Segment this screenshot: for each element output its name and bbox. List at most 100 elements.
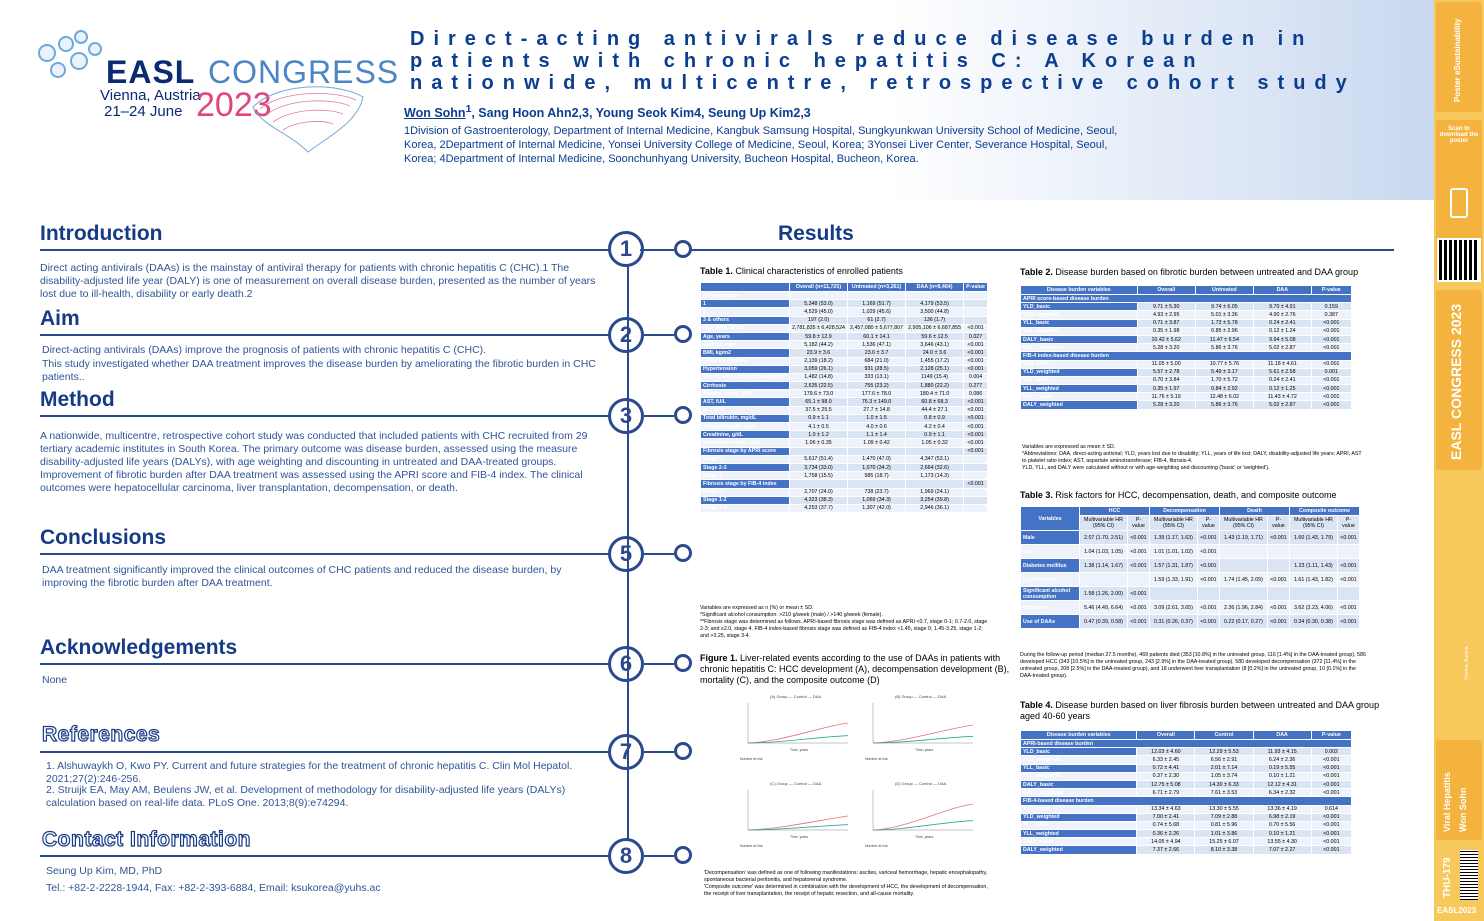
- table-row: Significant alcohol consumption* 1,482 (1…: [700, 372, 988, 383]
- table-cell: <0.001: [963, 430, 988, 440]
- note-line: Variables are expressed as mean ± SD.: [1022, 444, 1116, 450]
- row-label: Stage 2-3: [700, 462, 790, 473]
- table-cell: [1266, 544, 1290, 559]
- table-header-cell: Overall (n=11,725): [788, 282, 849, 292]
- congress-block: EASL CONGRESS 2023: [1436, 290, 1482, 470]
- table-row: Hypertension 1.59 (1.33, 1.91) <0.001 1.74 …: [1020, 572, 1361, 587]
- table-row: Stage 1-2 4,323 (38.3) 1,069 (34.3) 3,254 (…: [700, 495, 988, 505]
- table-cell: 2,707 (24.0): [788, 487, 849, 497]
- table-cell: 0.31 (0.26, 0.37): [1148, 614, 1198, 629]
- sidebar-congress: EASL CONGRESS 2023: [1448, 303, 1464, 460]
- table-cell: <0.001: [1310, 318, 1353, 328]
- risk-table-label: Number at risk: [740, 757, 763, 761]
- table-cell: 197 (2.0): [788, 315, 849, 325]
- table-cell: 0.002: [1310, 747, 1353, 757]
- note-line: **Fibrosis stage was determined as follo…: [700, 619, 988, 639]
- conclusions-text: DAA treatment significantly improved the…: [42, 564, 562, 589]
- table-header-cell: Multivariable HR (95% CI): [1218, 515, 1268, 531]
- introduction-heading: Introduction: [40, 222, 163, 245]
- table-cell: <0.001: [1196, 614, 1220, 629]
- table-cell: [1079, 572, 1128, 587]
- table-row: DALY_basic 14.05 ± 4.94 15.25 ± 6.07 13.55 …: [1019, 837, 1353, 847]
- node-5: [674, 544, 692, 562]
- table-cell: 1,069 (34.3): [847, 495, 907, 505]
- row-label: Stage 3-4: [700, 503, 790, 514]
- table-cell: [1336, 544, 1361, 559]
- table-cell: 4.0 ± 0.6: [847, 421, 907, 432]
- table-cell: <0.001: [1266, 572, 1290, 587]
- table-row: Use of DAAs 0.47 (0.39, 0.58) <0.001 0.31 (…: [1020, 614, 1361, 629]
- table-row: Stage 2-3 3,734 (33.0) 1,070 (34.2) 2,664 (…: [700, 462, 988, 473]
- table-cell: <0.001: [1310, 771, 1353, 781]
- results-rule: [690, 249, 1394, 251]
- table-header-row: Variables HCC Decompensation Death Composite…: [1020, 506, 1361, 531]
- category-block: Viral Hepatitis Won Sohn: [1436, 740, 1482, 840]
- table-header-cell: Control: [1194, 730, 1254, 740]
- sustainability-text: Poster eSustainability: [1453, 18, 1462, 102]
- table-subheader: APRI-based disease burden: [1020, 738, 1352, 749]
- table-cell: 14.05 ± 4.94: [1136, 837, 1196, 847]
- table-header-cell: DAA: [1252, 730, 1312, 740]
- table-cell: 5,182 (44.2): [788, 340, 849, 350]
- section-number-1: 1: [608, 231, 644, 267]
- table-row: 2 4,529 (45.0) 1,029 (45.6) 3,500 (44.8): [700, 307, 988, 317]
- table-cell: 4,529 (45.0): [788, 307, 849, 317]
- table-cell: 1,455 (17.2): [905, 356, 965, 366]
- table-header-cell: Overall: [1136, 730, 1196, 740]
- table-cell: [788, 479, 849, 489]
- connector-2: [644, 334, 674, 336]
- sidebar-category: Viral Hepatitis: [1442, 772, 1452, 832]
- table-header-cell: Multivariable HR (95% CI): [1148, 515, 1198, 531]
- table-cell: 59.6 ± 12.5: [905, 331, 965, 342]
- table-cell: <0.001: [963, 397, 988, 407]
- table-header-cell: P-value: [1310, 730, 1353, 740]
- table-header-cell: Disease burden variables: [1020, 285, 1138, 295]
- table-cell: 15.25 ± 6.07: [1194, 837, 1254, 847]
- affiliations: 1Division of Gastroenterology, Departmen…: [404, 125, 1118, 165]
- row-label: DALY_basic: [1019, 779, 1138, 790]
- method-heading: Method: [40, 388, 115, 411]
- qr-code[interactable]: [1437, 238, 1481, 282]
- table-cell: 0.027: [963, 331, 988, 342]
- table2: Disease burden variables Overall Untreated…: [1020, 285, 1353, 410]
- table-cell: <0.001: [1310, 763, 1353, 773]
- table-cell: 755 (23.2): [847, 381, 907, 391]
- table-cell: 44.4 ± 27.1: [905, 405, 965, 415]
- table-cell: 3.62 (3.23, 4.06): [1288, 600, 1338, 615]
- table-cell: [1126, 572, 1150, 587]
- connector-8: [644, 855, 674, 857]
- table-cell: <0.001: [963, 479, 988, 489]
- table-cell: <0.001: [1310, 779, 1353, 790]
- table-cell: <0.001: [1196, 544, 1220, 559]
- table-cell: [963, 307, 988, 317]
- table-row: DALY_weighted 5.28 ± 3.20 5.86 ± 3.76 5.02 …: [1020, 400, 1353, 410]
- section-number-7: 7: [608, 734, 644, 770]
- sidebar-code: THU-179: [1442, 857, 1453, 898]
- table-cell: 11.47 ± 6.54: [1194, 334, 1255, 345]
- table-row: YLL_basic 0.74 ± 5.68 0.81 ± 5.96 0.70 ± 5.…: [1019, 820, 1353, 831]
- table-row: YLL_weighted 0.35 ± 1.98 0.85 ± 2.96 0.12 ±…: [1020, 326, 1353, 336]
- introduction-text: Direct acting antivirals (DAAs) is the m…: [40, 262, 596, 300]
- table-cell: <0.001: [963, 364, 988, 374]
- table-cell: 1,880 (22.2): [905, 381, 965, 391]
- references-rule: [40, 751, 610, 753]
- x-axis-label: Time, years: [915, 748, 933, 752]
- table-cell: 5.57 ± 2.78: [1136, 367, 1196, 377]
- table-cell: [788, 446, 849, 456]
- table-cell: 59.8 ± 12.9: [788, 331, 849, 342]
- row-label: YLL_weighted: [1019, 829, 1138, 839]
- table-cell: 10.77 ± 5.76: [1194, 359, 1255, 369]
- contact-rule: [40, 855, 610, 857]
- table-cell: [1218, 544, 1268, 559]
- table-cell: 4.1 ± 0.5: [788, 421, 849, 432]
- daa-curve: [747, 824, 849, 831]
- table-cell: [963, 471, 988, 481]
- table-cell: 60.8 ± 68.3: [905, 397, 965, 407]
- table-cell: <0.001: [1310, 326, 1353, 336]
- table-cell: 6.71 ± 2.79: [1136, 788, 1196, 798]
- row-label: AST, IU/L: [700, 397, 790, 407]
- table4-caption: Table 4. Disease burden based on liver f…: [1020, 700, 1380, 721]
- table-row: Diabetes mellitus 1.38 (1.14, 1.67) <0.001…: [1020, 558, 1361, 573]
- table-cell: 1,758 (15.5): [788, 471, 849, 481]
- control-curve: [747, 722, 849, 744]
